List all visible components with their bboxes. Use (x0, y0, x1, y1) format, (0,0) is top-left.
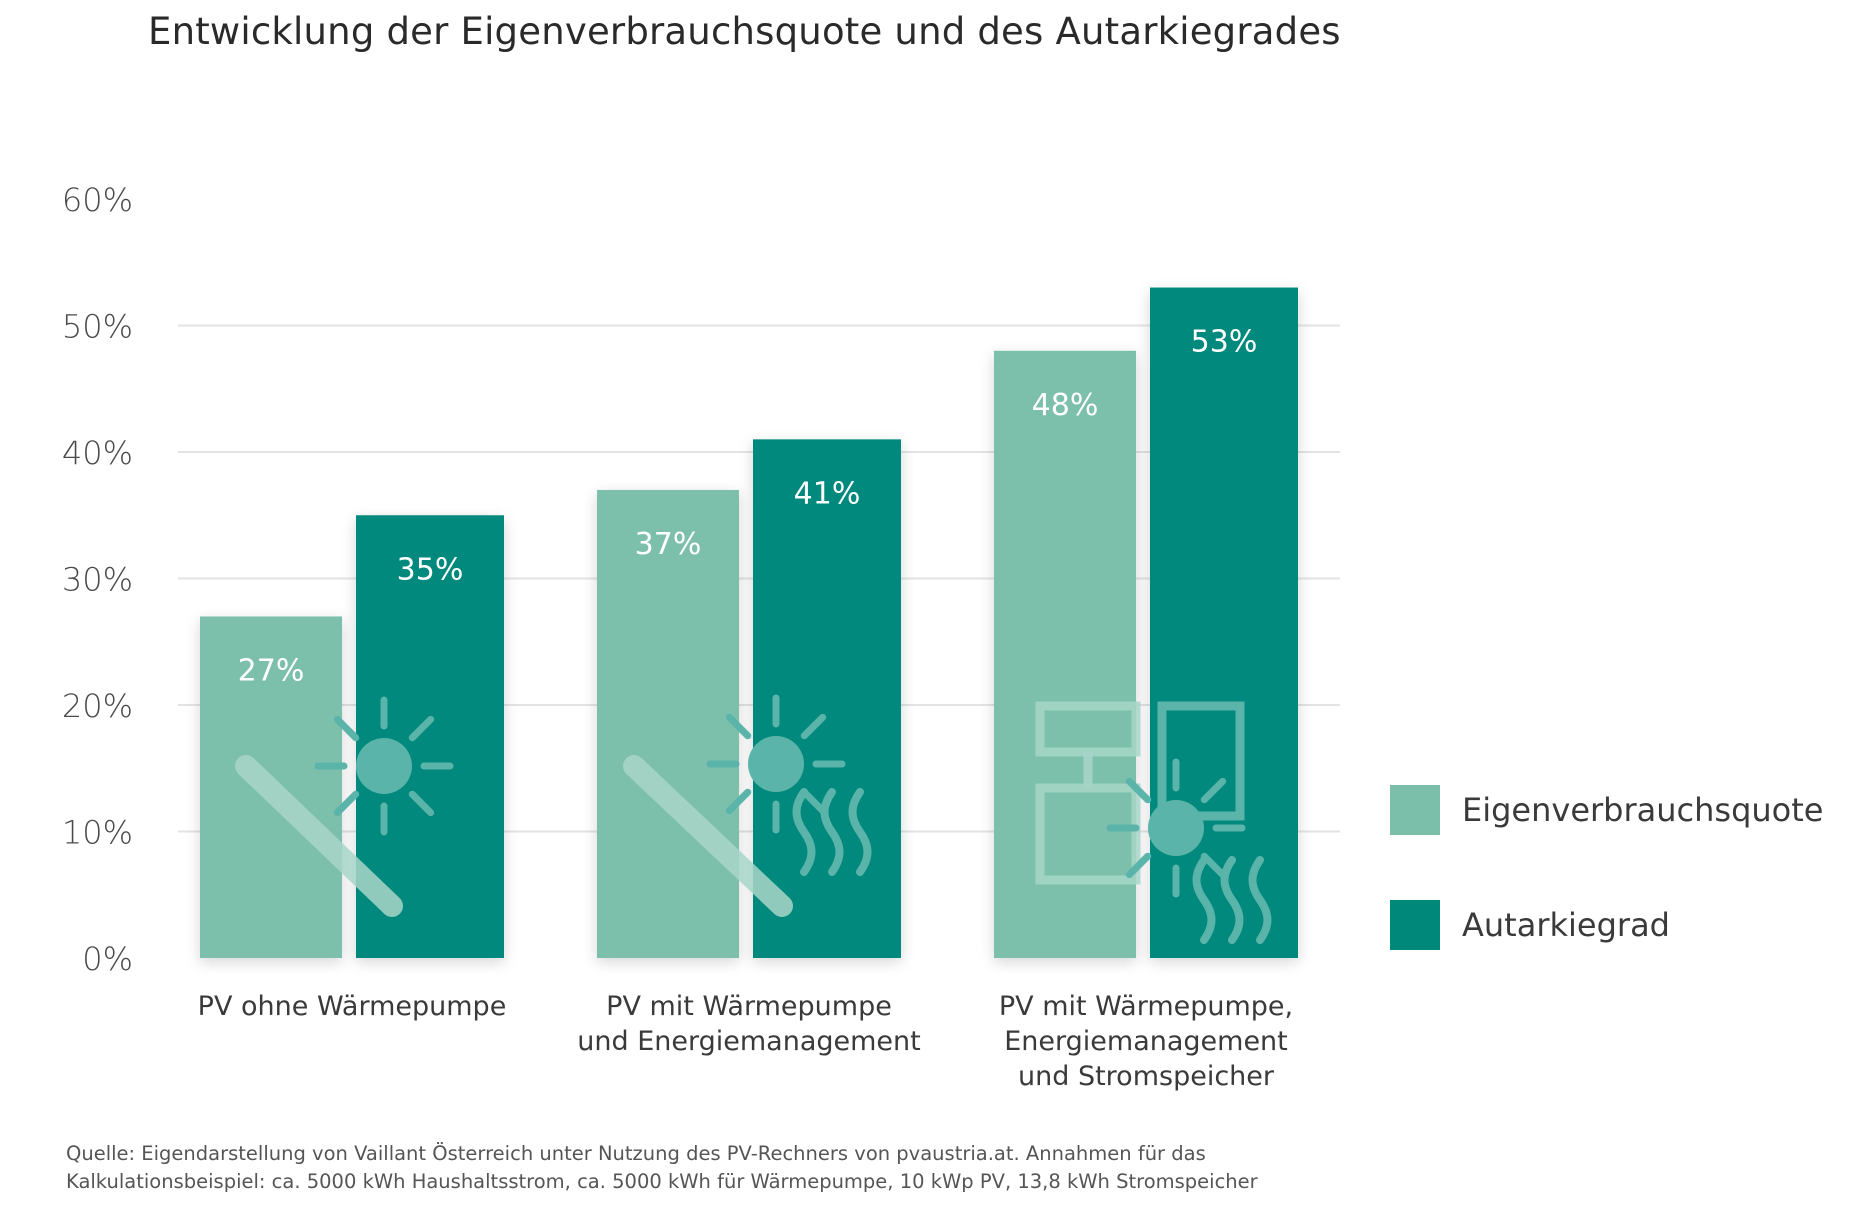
chart-title: Entwicklung der Eigenverbrauchsquote und… (148, 10, 1341, 53)
category-labels: PV ohne Wärmepumpe PV mit Wärmepumpe und E… (198, 991, 1293, 1092)
category-label: Energiemanagement (1004, 1026, 1288, 1057)
legend-label-eigenverbrauchsquote: Eigenverbrauchsquote (1462, 791, 1824, 829)
sun-icon (1106, 758, 1246, 898)
y-tick-label: 40% (62, 434, 133, 472)
y-tick-label: 50% (62, 308, 133, 346)
heat-waves-icon (792, 788, 872, 876)
source-note: Quelle: Eigendarstellung von Vaillant Ös… (66, 1142, 1258, 1193)
y-tick-label: 0% (82, 940, 133, 978)
y-tick-label: 10% (62, 814, 133, 852)
category-label: PV mit Wärmepumpe, (999, 991, 1293, 1022)
legend: Eigenverbrauchsquote Autarkiegrad (1390, 785, 1823, 1015)
legend-swatch-eigenverbrauchsquote (1390, 785, 1440, 835)
y-tick-label: 60% (62, 181, 133, 219)
sun-icon (706, 694, 846, 834)
bar-autarkiegrad (1150, 287, 1298, 958)
category-label: und Stromspeicher (1018, 1061, 1275, 1092)
icons (235, 694, 1272, 944)
bar-eigenverbrauchsquote (597, 489, 739, 958)
bar-value-label: 35% (397, 552, 464, 587)
pv-panel-icon (623, 755, 793, 917)
legend-item-autarkiegrad: Autarkiegrad (1390, 900, 1823, 950)
bar-value-label: 53% (1191, 325, 1258, 360)
y-tick-label: 20% (62, 687, 133, 725)
legend-label-autarkiegrad: Autarkiegrad (1462, 906, 1670, 944)
bar-value-label: 37% (635, 527, 702, 562)
y-axis-ticks: 0% 10% 20% 30% 40% 50% 60% (62, 181, 133, 978)
bar-eigenverbrauchsquote (994, 350, 1136, 958)
pv-panel-icon (235, 755, 403, 917)
legend-item-eigenverbrauchsquote: Eigenverbrauchsquote (1390, 785, 1823, 835)
legend-swatch-autarkiegrad (1390, 900, 1440, 950)
bar-value-label: 27% (238, 653, 305, 688)
storage-cabinet-icon (1035, 701, 1245, 885)
sun-icon (314, 696, 454, 836)
bar-value-label: 41% (794, 476, 861, 511)
heat-waves-icon (1192, 856, 1272, 944)
bar-value-label: 48% (1032, 388, 1099, 423)
category-label: PV ohne Wärmepumpe (198, 991, 507, 1022)
category-label: und Energiemanagement (577, 1026, 920, 1057)
y-tick-label: 30% (62, 561, 133, 599)
value-labels: 27% 35% 37% 41% 48% 53% (238, 325, 1258, 689)
category-label: PV mit Wärmepumpe (606, 991, 892, 1022)
